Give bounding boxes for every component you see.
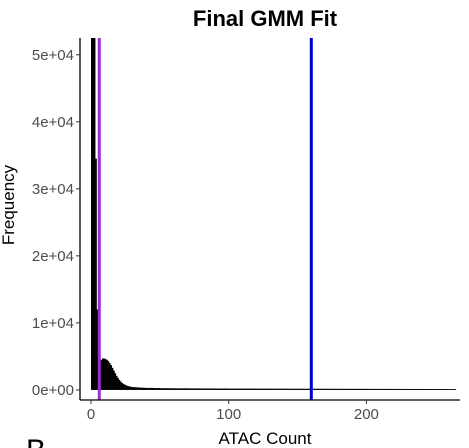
histogram-bar [352, 388, 367, 390]
histogram-bar [91, 38, 93, 390]
histogram-bar [256, 388, 271, 390]
y-axis: 0e+00 1e+04 2e+04 3e+04 4e+04 5e+04 [32, 38, 81, 400]
histogram-bar [421, 389, 436, 390]
histogram-bar [159, 388, 168, 390]
y-tick-label: 0e+00 [32, 382, 74, 399]
histogram-bar [104, 359, 107, 390]
histogram-bar [448, 389, 457, 390]
histogram-bar [95, 158, 97, 390]
histogram-bar [106, 359, 108, 390]
histogram-bar [435, 389, 450, 390]
histogram-bar [380, 388, 395, 390]
y-tick-label: 4e+04 [32, 114, 74, 131]
histogram-bar [110, 365, 112, 390]
histogram-bar [135, 387, 139, 390]
x-tick-label: 0 [87, 406, 95, 423]
histogram-bar [173, 388, 188, 390]
x-tick-label: 100 [216, 406, 241, 423]
histogram-bar [146, 387, 154, 390]
histogram-bar [228, 388, 243, 390]
histogram-bar [92, 38, 95, 390]
histogram-bar [102, 358, 104, 390]
histogram-bar [100, 359, 103, 390]
histogram-bar [125, 385, 128, 390]
histogram-bar [107, 361, 110, 390]
histogram-bar [143, 387, 147, 390]
histogram-bar [113, 370, 115, 390]
y-tick-label: 5e+04 [32, 47, 74, 64]
histogram-bar [140, 387, 144, 390]
y-axis-title: Frequency [0, 164, 18, 245]
x-axis-title: ATAC Count [219, 429, 312, 448]
histogram-bar [201, 388, 216, 390]
histogram-bar [242, 388, 257, 390]
histogram-bar [297, 388, 312, 390]
histogram-bar [115, 375, 118, 390]
histogram-bar [129, 386, 132, 390]
histogram-bar [103, 358, 106, 390]
histogram-bar [152, 388, 161, 390]
histogram-bar [130, 386, 133, 390]
histogram-bar [283, 388, 298, 390]
histogram-bar [366, 388, 381, 390]
histogram-bar [121, 382, 123, 390]
x-axis: 0 100 200 [80, 399, 460, 423]
panel-letter: B [26, 434, 46, 448]
histogram-bar [111, 367, 114, 390]
histogram-bar [96, 309, 99, 390]
y-tick-label: 2e+04 [32, 248, 74, 265]
chart-title: Final GMM Fit [193, 6, 338, 31]
histogram-bar [126, 385, 129, 390]
histogram-bar [311, 388, 326, 390]
histogram-bar [214, 388, 229, 390]
histogram-bar [119, 381, 122, 390]
histogram-bar [325, 388, 340, 390]
histogram-bar [93, 38, 96, 390]
histogram-bar [166, 388, 174, 390]
histogram-bar [270, 388, 285, 390]
histogram-bar [114, 373, 117, 390]
histogram-bar [117, 377, 119, 390]
x-tick-label: 200 [354, 406, 379, 423]
histogram-bar [132, 387, 136, 390]
histogram-bar [124, 384, 126, 390]
plot-area [91, 38, 457, 400]
histogram-bar [128, 386, 130, 390]
histogram-bar [108, 363, 111, 390]
histogram-bar [393, 388, 408, 390]
histogram-bar [118, 379, 121, 390]
y-tick-label: 3e+04 [32, 181, 74, 198]
histogram-bar [137, 387, 141, 390]
histogram-bar [407, 388, 422, 390]
histogram-bar [338, 388, 353, 390]
y-tick-label: 1e+04 [32, 315, 74, 332]
histogram-bar [122, 383, 125, 390]
histogram-bar [187, 388, 202, 390]
